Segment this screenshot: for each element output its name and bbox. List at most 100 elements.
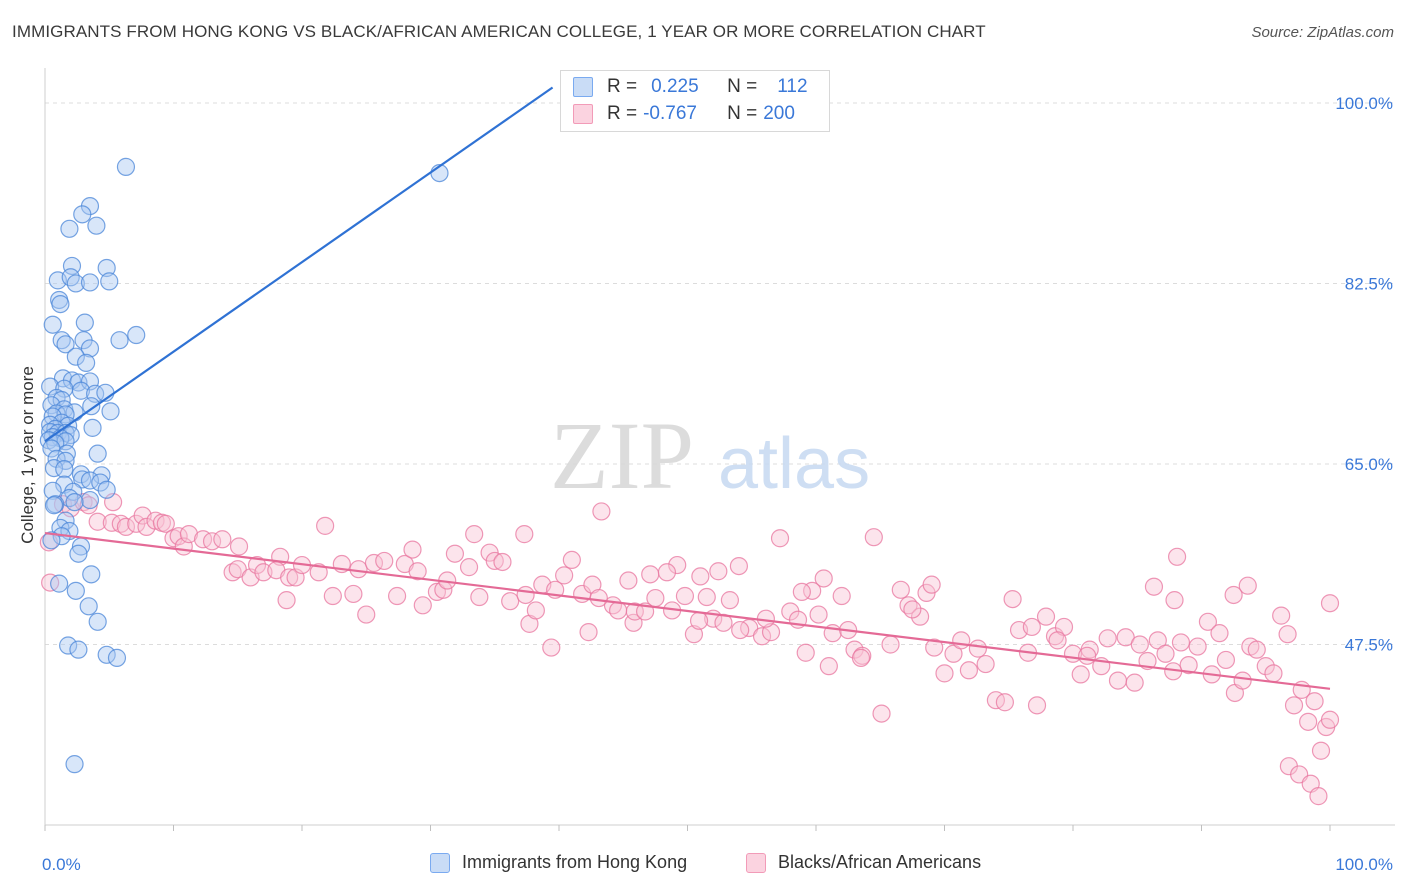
point-blacks: [761, 623, 781, 642]
point-hongkong: [82, 565, 101, 584]
point-blacks: [309, 563, 328, 582]
point-blacks: [88, 512, 107, 531]
point-hongkong: [50, 574, 69, 593]
point-blacks: [387, 586, 407, 606]
point-blacks: [562, 550, 581, 570]
point-hongkong: [80, 490, 100, 510]
point-blacks: [609, 601, 628, 620]
point-blacks: [968, 639, 988, 658]
n-value: 200: [763, 103, 795, 124]
y-tick-labels: 47.5% 65.0% 82.5% 100.0%: [1335, 94, 1393, 655]
point-hongkong: [56, 335, 75, 354]
point-blacks: [470, 587, 489, 607]
legend-label: Immigrants from Hong Kong: [462, 852, 688, 872]
series-legend: Immigrants from Hong Kong Blacks/African…: [0, 852, 1406, 878]
point-hongkong: [82, 397, 101, 416]
point-blacks: [413, 596, 432, 615]
point-blacks: [657, 563, 677, 582]
point-blacks: [280, 568, 299, 587]
point-blacks: [156, 514, 175, 533]
point-blacks: [986, 691, 1006, 710]
point-hongkong: [41, 377, 60, 396]
axes: [44, 68, 1395, 831]
point-blacks: [1078, 646, 1097, 665]
point-blacks: [944, 644, 963, 663]
watermark-atlas: atlas: [718, 424, 870, 504]
point-blacks: [792, 582, 811, 601]
point-hongkong: [43, 481, 62, 500]
point-blacks: [1179, 656, 1198, 675]
point-blacks: [247, 555, 267, 575]
point-hongkong: [101, 402, 120, 421]
series-hongkong-points: [39, 157, 449, 774]
point-blacks: [619, 571, 638, 590]
point-blacks: [1156, 644, 1175, 663]
point-blacks: [1171, 633, 1191, 652]
point-hongkong: [97, 258, 116, 278]
stats-legend: R = 0.225 N = 112 R = -0.767 N = 200: [560, 70, 830, 132]
point-blacks: [357, 605, 376, 624]
point-blacks: [1130, 635, 1149, 654]
point-hongkong: [88, 444, 107, 463]
point-blacks: [485, 551, 504, 571]
point-blacks: [691, 567, 710, 586]
point-hongkong: [73, 470, 92, 489]
point-blacks: [1247, 640, 1266, 659]
point-blacks: [542, 638, 561, 657]
point-hongkong: [97, 645, 116, 664]
point-blacks: [277, 591, 296, 610]
point-hongkong: [91, 473, 110, 492]
point-blacks: [1311, 741, 1331, 760]
x-tick-labels: 0.0% 100.0%: [42, 855, 1393, 874]
point-blacks: [819, 657, 838, 676]
point-hongkong: [60, 219, 79, 238]
point-blacks: [995, 693, 1014, 712]
n-value: 112: [777, 76, 808, 97]
point-hongkong: [92, 466, 111, 485]
point-blacks: [493, 552, 512, 572]
point-hongkong: [66, 274, 85, 293]
point-blacks: [1210, 624, 1229, 643]
point-blacks: [684, 625, 704, 644]
point-blacks: [445, 544, 465, 563]
legend-swatch-blue: [430, 852, 450, 873]
y-tick-label: 65.0%: [1345, 455, 1393, 474]
point-hongkong: [73, 205, 92, 224]
chart-source: Source: ZipAtlas.com: [1251, 24, 1394, 41]
point-hongkong: [107, 648, 127, 667]
series-blacks-points: [39, 493, 1340, 806]
point-blacks: [752, 627, 772, 646]
point-blacks: [1188, 637, 1207, 656]
point-hongkong: [83, 418, 102, 437]
point-blacks: [1198, 612, 1218, 631]
point-blacks: [555, 566, 574, 585]
point-hongkong: [69, 640, 88, 659]
point-hongkong: [59, 636, 78, 655]
point-blacks: [1167, 547, 1187, 566]
chart-title: IMMIGRANTS FROM HONG KONG VS BLACK/AFRIC…: [12, 22, 986, 41]
point-blacks: [223, 563, 242, 582]
point-blacks: [1125, 673, 1144, 692]
y-tick-label: 82.5%: [1345, 274, 1393, 293]
y-tick-label: 100.0%: [1335, 94, 1393, 113]
trend-lines: [44, 86, 1331, 690]
r-value: -0.767: [643, 103, 697, 124]
point-blacks: [796, 643, 815, 662]
point-hongkong: [127, 325, 146, 345]
point-blacks: [116, 517, 136, 536]
point-blacks: [526, 601, 545, 620]
point-hongkong: [44, 496, 64, 515]
point-blacks: [229, 537, 249, 556]
x-tick-label-min: 0.0%: [42, 855, 81, 874]
point-hongkong: [77, 353, 96, 372]
point-hongkong: [66, 581, 85, 600]
point-blacks: [1256, 657, 1275, 676]
point-hongkong: [69, 544, 88, 563]
point-hongkong: [88, 612, 107, 631]
point-hongkong: [79, 597, 98, 616]
point-hongkong: [42, 531, 61, 550]
point-blacks: [589, 588, 608, 608]
point-blacks: [891, 580, 910, 599]
point-blacks: [228, 560, 247, 579]
point-blacks: [1148, 631, 1167, 650]
